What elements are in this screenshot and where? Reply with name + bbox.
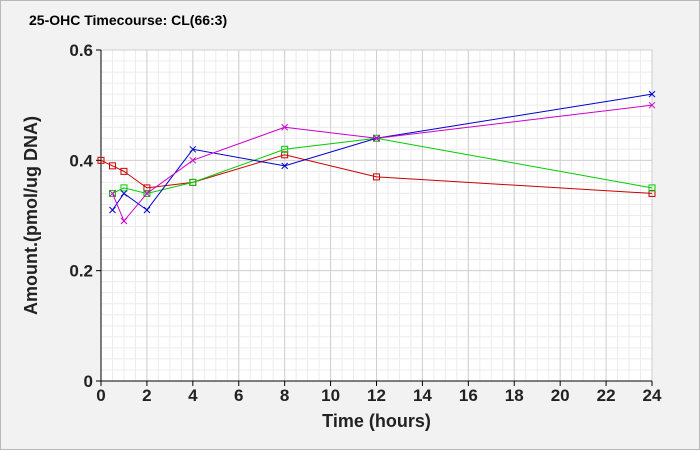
series-line bbox=[100, 154, 653, 194]
marker-stroke bbox=[648, 101, 656, 109]
marker-stroke bbox=[189, 156, 197, 164]
marker-stroke bbox=[109, 206, 116, 214]
x-tick-label: 14 bbox=[413, 386, 432, 405]
marker-stroke bbox=[373, 134, 380, 142]
data-point bbox=[120, 217, 128, 225]
data-point bbox=[189, 156, 197, 164]
data-point bbox=[281, 123, 289, 131]
data-point bbox=[143, 189, 151, 197]
data-point bbox=[120, 167, 128, 175]
data-point bbox=[189, 178, 197, 186]
marker-stroke bbox=[281, 123, 289, 131]
marker-stroke bbox=[189, 145, 197, 153]
data-point bbox=[648, 90, 656, 98]
x-tick-label: 20 bbox=[551, 386, 570, 405]
x-tick-label: 12 bbox=[367, 386, 386, 405]
data-point bbox=[120, 190, 128, 197]
x-tick-label: 6 bbox=[234, 386, 243, 405]
data-point bbox=[143, 206, 151, 214]
axes bbox=[96, 49, 653, 386]
x-tick-label: 2 bbox=[142, 386, 151, 405]
y-tick-label: 0 bbox=[84, 372, 93, 391]
series-layer bbox=[97, 90, 656, 225]
data-point bbox=[373, 134, 380, 142]
marker-stroke bbox=[120, 217, 128, 225]
data-point bbox=[143, 190, 151, 197]
data-point bbox=[189, 145, 197, 153]
x-tick-label: 4 bbox=[188, 386, 198, 405]
y-tick-label: 0.6 bbox=[69, 41, 93, 60]
chart-title: 25-OHC Timecourse: CL(66:3) bbox=[29, 12, 227, 28]
data-point bbox=[648, 184, 656, 192]
marker-stroke bbox=[109, 190, 116, 197]
x-tick-label: 18 bbox=[505, 386, 524, 405]
data-point bbox=[108, 189, 116, 197]
data-point bbox=[109, 206, 116, 214]
x-tick-label: 8 bbox=[280, 386, 289, 405]
x-tick-label: 16 bbox=[459, 386, 478, 405]
data-point bbox=[97, 156, 105, 164]
data-point bbox=[109, 190, 116, 197]
marker-stroke bbox=[281, 162, 289, 170]
x-axis-title: Time (hours) bbox=[322, 411, 431, 431]
y-tick-label: 0.2 bbox=[69, 262, 93, 281]
y-tick-label: 0.4 bbox=[69, 151, 93, 170]
marker-stroke bbox=[120, 190, 128, 197]
series-4 bbox=[109, 101, 656, 225]
data-point bbox=[281, 162, 289, 170]
data-point bbox=[281, 145, 289, 153]
x-tick-label: 0 bbox=[96, 386, 105, 405]
marker-stroke bbox=[143, 206, 151, 214]
data-point bbox=[373, 173, 380, 181]
x-tick-label: 10 bbox=[321, 386, 340, 405]
data-point bbox=[108, 162, 116, 170]
marker-stroke bbox=[648, 90, 656, 98]
x-tick-label: 22 bbox=[597, 386, 616, 405]
y-axis-title: Amount.(pmol/ug DNA) bbox=[21, 116, 41, 315]
data-point bbox=[120, 184, 128, 192]
x-tick-label: 24 bbox=[643, 386, 662, 405]
marker-stroke bbox=[143, 190, 151, 197]
data-point bbox=[648, 101, 656, 109]
